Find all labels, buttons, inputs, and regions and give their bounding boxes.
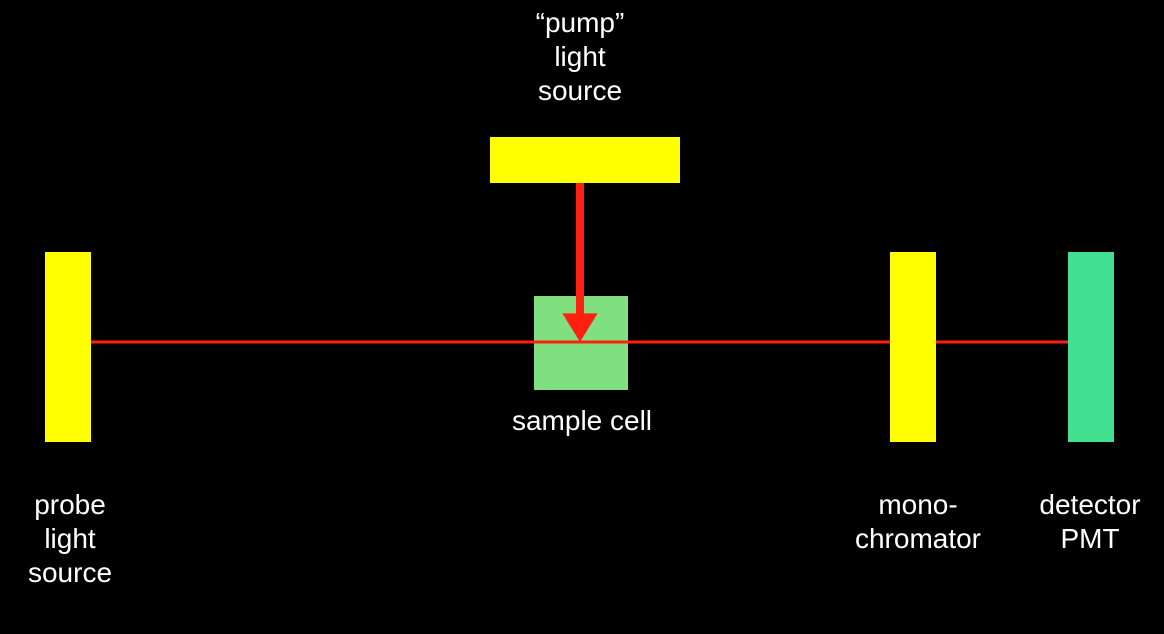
detector-rect xyxy=(1068,252,1114,442)
monochromator-rect xyxy=(890,252,936,442)
probe-source-label: probelightsource xyxy=(28,489,112,588)
pump-source-label: “pump”lightsource xyxy=(536,7,625,106)
sample-cell-label: sample cell xyxy=(512,405,652,436)
pump-source-rect xyxy=(490,137,680,183)
probe-source-rect xyxy=(45,252,91,442)
monochromator-label: mono-chromator xyxy=(855,489,981,554)
detector-label: detectorPMT xyxy=(1039,489,1140,554)
diagram-canvas: “pump”lightsource probelightsource sampl… xyxy=(0,0,1164,634)
